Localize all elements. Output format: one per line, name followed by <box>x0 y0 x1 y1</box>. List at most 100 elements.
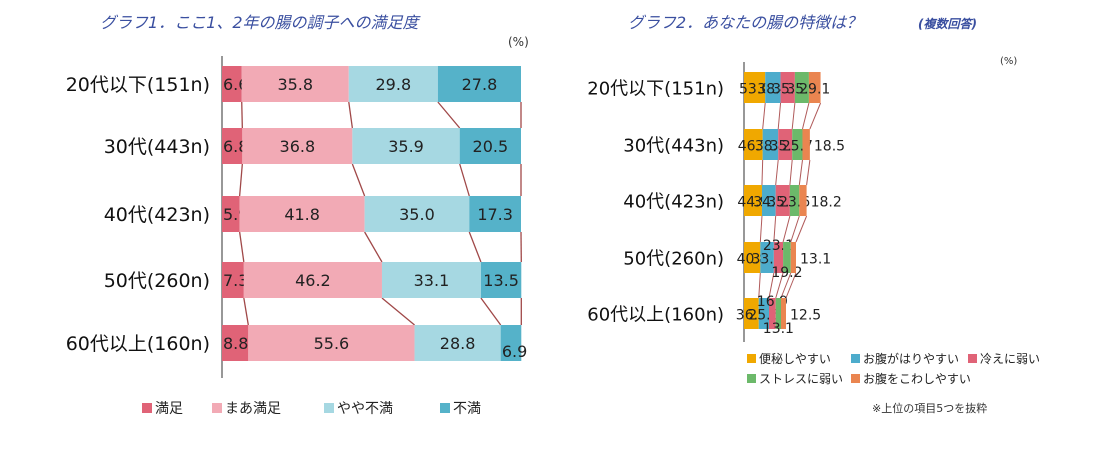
chart2-connector-line <box>759 215 763 243</box>
chart-satisfaction: グラフ1．ここ1、2年の腸の調子への満足度 (%) 20代以下(151n) 6.6… <box>66 13 529 417</box>
chart1-legend-swatch <box>212 403 222 413</box>
chart1-value-label: 33.1 <box>414 271 450 290</box>
chart2-bar-segment <box>808 72 821 103</box>
chart2-category-label: 50代(260n) <box>623 249 724 270</box>
chart2-connector-line <box>758 272 761 299</box>
chart1-title: グラフ1．ここ1、2年の腸の調子への満足度 <box>100 13 422 32</box>
chart2-value-label: 12.5 <box>790 308 821 324</box>
chart2-bar-segment <box>799 185 807 216</box>
chart2-bar-segment <box>765 72 781 103</box>
chart1-value-label: 29.8 <box>376 75 412 94</box>
chart1-bar-segment <box>241 66 349 102</box>
chart2-legend-label: 便秘しやすい <box>759 352 831 366</box>
chart2-title: グラフ2．あなたの腸の特徴は？ <box>628 13 862 32</box>
chart2-connector-line <box>801 102 810 130</box>
chart2-connector-line <box>777 102 782 130</box>
chart1-legend-swatch <box>324 403 334 413</box>
chart2-connector-line <box>761 159 764 186</box>
chart2-bar-segment <box>762 129 779 160</box>
chart1-value-label: 55.6 <box>314 334 350 353</box>
chart1-value-label: 41.8 <box>284 205 320 224</box>
chart2-connector-line <box>785 272 797 299</box>
chart1-bar-segment <box>222 66 242 102</box>
chart1-legend-label: 満足 <box>155 401 183 417</box>
chart1-category-label: 20代以下(151n) <box>66 74 210 96</box>
chart2-connector-line <box>789 159 793 186</box>
chart2-bar-segment <box>783 242 791 273</box>
chart1-legend-label: まあ満足 <box>225 401 281 417</box>
chart1-bar-segment <box>248 325 415 361</box>
chart2-bar-segment <box>744 72 766 103</box>
chart1-bar-segment <box>500 325 522 361</box>
chart1-connector-line <box>238 231 245 263</box>
chart2-bar-segment <box>778 129 793 160</box>
chart1-value-label: 35.9 <box>388 137 424 156</box>
chart1-bar-segment <box>222 128 243 164</box>
chart1-connector-line <box>241 101 243 129</box>
chart2-legend-label: ストレスに弱い <box>759 372 843 386</box>
chart2-legend-label: お腹をこわしやすい <box>863 372 971 386</box>
chart2-bar-segment <box>744 298 759 329</box>
chart2-connector-line <box>768 272 775 299</box>
chart1-bar-segment <box>364 196 470 232</box>
chart2-bar-segment <box>775 298 781 329</box>
chart2-value-label: 19.2 <box>771 265 802 281</box>
chart1-connector-line <box>243 297 249 326</box>
chart1-value-label: 35.0 <box>399 205 435 224</box>
chart2-unit: (%) <box>1000 56 1017 67</box>
chart2-bar-segment <box>769 298 776 329</box>
chart2-connector-line <box>809 102 822 130</box>
chart1-category-label: 40代(423n) <box>104 204 210 226</box>
chart-gut-traits: グラフ2．あなたの腸の特徴は？ (複数回答) (%) ※上位の項目5つを抜粋 2… <box>587 13 1040 415</box>
chart2-bar-segment <box>744 129 763 160</box>
chart2-connector-line <box>773 215 777 243</box>
chart2-connector-line <box>806 159 811 186</box>
chart2-bar-segment <box>761 185 776 216</box>
chart2-value-label: 29.1 <box>799 82 830 98</box>
chart1-value-label: 35.8 <box>277 75 313 94</box>
chart1-category-label: 60代以上(160n) <box>66 333 210 355</box>
chart2-legend-label: お腹がはりやすい <box>863 351 959 366</box>
chart1-value-label: 6.9 <box>502 342 527 361</box>
chart2-connector-line <box>762 102 766 130</box>
chart1-value-label: 36.8 <box>280 137 316 156</box>
chart1-bar-segment <box>222 262 244 298</box>
chart1-bar-segment <box>222 196 240 232</box>
chart2-connector-line <box>795 215 808 243</box>
chart2-connector-line <box>782 215 791 243</box>
chart1-connector-line <box>364 231 383 263</box>
chart2-bar-segment <box>794 72 809 103</box>
chart2-legend-swatch <box>851 374 860 383</box>
chart2-value-label: 18.2 <box>811 195 842 211</box>
chart1-value-label: 7.3 <box>223 271 248 290</box>
chart1-value-label: 13.5 <box>483 271 519 290</box>
chart1-connector-line <box>348 101 354 129</box>
chart2-value-label: 44.9 <box>737 195 768 211</box>
chart2-value-label: 13.1 <box>800 252 831 268</box>
chart2-value-label: 46.7 <box>738 139 769 155</box>
chart2-category-label: 60代以上(160n) <box>587 305 724 326</box>
chart1-value-label: 17.3 <box>477 205 513 224</box>
chart1-bar-segment <box>239 196 365 232</box>
chart2-legend-swatch <box>747 354 756 363</box>
chart1-legend-swatch <box>142 403 152 413</box>
chart2-legend-label: 冷えに弱い <box>980 352 1040 366</box>
chart1-bar-segment <box>459 128 521 164</box>
chart1-bar-segment <box>242 128 353 164</box>
chart2-category-label: 40代(423n) <box>623 192 724 213</box>
chart1-connector-line <box>459 163 470 197</box>
chart2-legend-swatch <box>968 354 977 363</box>
chart2-connector-line <box>798 159 803 186</box>
chart1-connector-line <box>468 231 482 263</box>
chart2-value-label: 18.5 <box>814 139 845 155</box>
chart2-value-label: 53.0 <box>739 82 770 98</box>
chart1-value-label: 6.8 <box>223 137 248 156</box>
chart1-bar-segment <box>480 262 522 298</box>
chart1-bar-segment <box>381 262 481 298</box>
chart2-bar-segment <box>744 185 762 216</box>
chart1-connector-line <box>381 297 415 326</box>
chart2-bar-segment <box>773 242 784 273</box>
chart2-value-label: 13.1 <box>763 321 794 337</box>
chart1-connector-line <box>238 163 243 197</box>
